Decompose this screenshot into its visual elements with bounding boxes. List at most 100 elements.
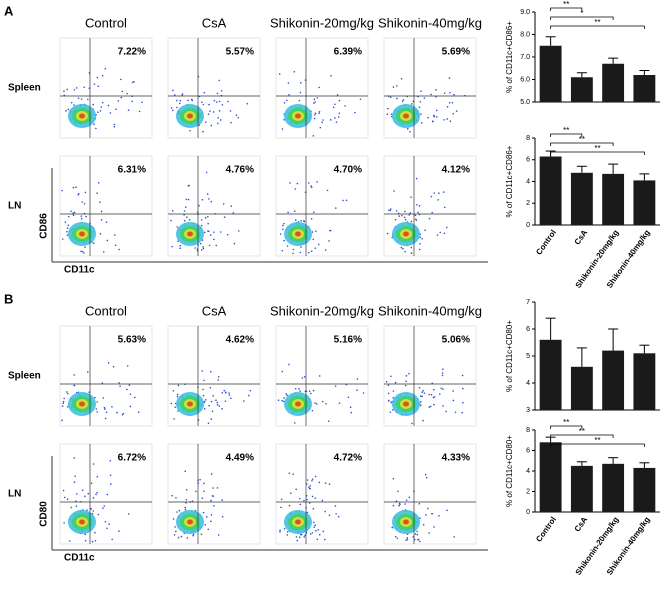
- flow-dot: [128, 513, 130, 515]
- flow-dot: [393, 190, 395, 192]
- density-blob: [187, 519, 193, 525]
- flow-dot: [75, 186, 77, 188]
- flow-dot: [95, 127, 97, 130]
- flow-dot: [315, 403, 318, 405]
- flow-dot: [324, 538, 326, 541]
- flow-dot: [185, 498, 188, 501]
- flow-dot: [449, 91, 451, 94]
- significance-label: **: [594, 18, 600, 27]
- flow-dot: [419, 517, 421, 520]
- flow-dot: [288, 363, 290, 366]
- y-tick-label: 8: [526, 135, 530, 142]
- flow-dot: [92, 242, 95, 244]
- flow-dot: [73, 384, 76, 387]
- flow-dot: [321, 400, 324, 403]
- y-axis-title: % of CD11c+CD86+: [505, 21, 514, 93]
- flow-dot: [462, 401, 464, 404]
- flow-dot: [183, 214, 185, 216]
- flow-dot: [394, 218, 397, 221]
- flow-dot: [62, 400, 65, 403]
- percentage: 4.76%: [226, 165, 254, 176]
- bar: [602, 63, 625, 102]
- flow-dot: [414, 218, 417, 221]
- flow-dot: [215, 399, 217, 402]
- flow-dot: [390, 208, 392, 210]
- flow-dot: [318, 110, 321, 113]
- flow-dot: [420, 395, 422, 397]
- flow-dot: [287, 211, 289, 214]
- flow-dot: [322, 530, 325, 533]
- flow-dot: [108, 523, 110, 525]
- flow-dot: [334, 207, 337, 209]
- flow-dot: [137, 411, 140, 414]
- significance-label: **: [594, 144, 600, 153]
- flow-dot: [344, 105, 346, 107]
- flow-dot: [322, 119, 324, 121]
- y-tick-label: 5: [526, 353, 530, 360]
- density-blob: [79, 401, 85, 407]
- y-tick-label: 6: [526, 326, 530, 333]
- flow-dot: [428, 217, 431, 220]
- flow-dot: [404, 218, 407, 221]
- flow-dot: [398, 504, 400, 507]
- flow-dot: [326, 189, 329, 192]
- flow-dot: [430, 93, 432, 96]
- flow-dot: [97, 111, 99, 114]
- flow-dot: [329, 119, 332, 121]
- percentage: 4.62%: [226, 335, 254, 346]
- flow-dot: [452, 113, 454, 115]
- significance-bracket: [550, 16, 614, 20]
- flow-dot: [420, 113, 422, 115]
- x-tick-label: CsA: [573, 515, 590, 533]
- flow-dot: [446, 226, 448, 229]
- flow-dot: [408, 496, 411, 499]
- flow-dot: [308, 251, 310, 254]
- bar: [602, 463, 625, 512]
- flow-dot: [80, 215, 83, 217]
- flow-dot: [72, 212, 75, 214]
- flow-dot: [388, 209, 390, 212]
- flow-dot: [187, 99, 189, 102]
- significance-bracket: [550, 25, 645, 29]
- flow-dot: [314, 247, 317, 249]
- flow-dot: [209, 370, 212, 373]
- density-blob: [295, 231, 301, 237]
- flow-dot: [283, 527, 286, 530]
- flow-dot: [220, 90, 223, 92]
- flow-dot: [103, 406, 106, 409]
- flow-dot: [223, 216, 226, 218]
- significance-bracket: [550, 7, 583, 11]
- percentage: 4.49%: [226, 453, 254, 464]
- flow-dot: [205, 121, 207, 123]
- column-header: CsA: [202, 15, 227, 30]
- flow-dot: [100, 106, 103, 108]
- flow-dot: [443, 118, 446, 121]
- flow-dot: [436, 234, 439, 236]
- flow-dot: [294, 188, 297, 190]
- flow-dot: [202, 394, 205, 397]
- flow-dot: [184, 470, 187, 473]
- flow-dot: [118, 248, 120, 251]
- flow-dot: [96, 491, 98, 494]
- flow-dot: [101, 74, 104, 77]
- row-label: LN: [8, 201, 21, 212]
- flow-dot: [86, 509, 88, 511]
- flow-dot: [248, 394, 250, 397]
- flow-dot: [308, 486, 310, 489]
- flow-dot: [423, 97, 426, 99]
- y-tick-label: 4: [526, 468, 530, 475]
- flow-dot: [443, 206, 446, 209]
- flow-dot: [208, 103, 210, 106]
- flow-dot: [316, 181, 318, 183]
- flow-dot: [422, 419, 424, 422]
- flow-dot: [288, 93, 290, 96]
- flow-dot: [202, 247, 205, 250]
- column-header: CsA: [202, 303, 227, 318]
- flow-dot: [202, 388, 204, 391]
- flow-dot: [386, 107, 389, 110]
- flow-dot: [324, 510, 327, 513]
- flow-dot: [452, 399, 455, 402]
- flow-dot: [389, 411, 392, 414]
- flow-dot: [175, 496, 177, 499]
- flow-dot: [171, 494, 173, 497]
